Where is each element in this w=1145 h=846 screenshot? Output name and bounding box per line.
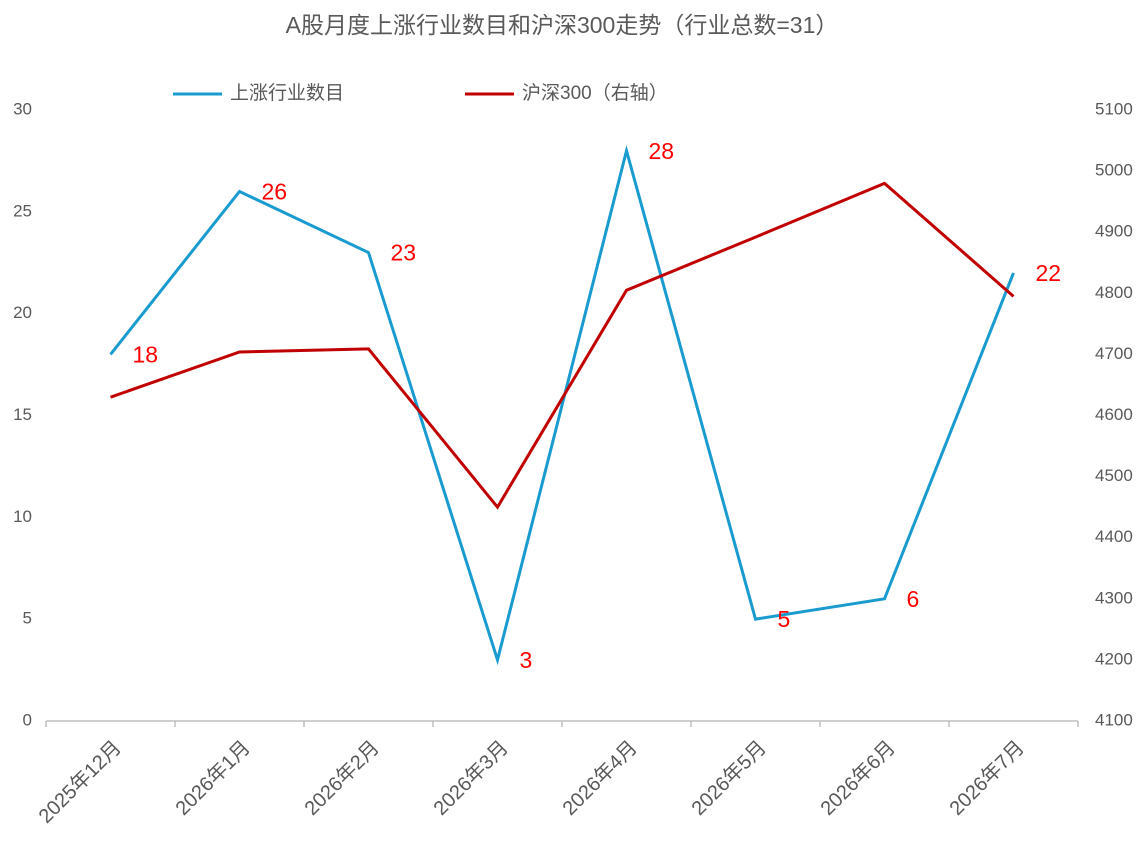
y-tick-label: 0	[23, 710, 32, 729]
data-label: 23	[391, 240, 417, 266]
y2-tick-label: 5000	[1095, 161, 1133, 180]
data-label: 26	[262, 179, 288, 205]
y2-tick-label: 4100	[1095, 710, 1133, 729]
x-tick-label: 2026年6月	[816, 736, 900, 820]
x-tick-label: 2026年3月	[429, 736, 513, 820]
y2-tick-label: 4500	[1095, 466, 1133, 485]
y2-tick-label: 4600	[1095, 405, 1133, 424]
data-label: 6	[907, 586, 920, 612]
chart-title: A股月度上涨行业数目和沪深300走势（行业总数=31）	[286, 12, 839, 38]
y2-tick-label: 4200	[1095, 649, 1133, 668]
x-tick-label: 2026年7月	[945, 736, 1029, 820]
x-tick-label: 2026年1月	[171, 736, 255, 820]
x-tick-label: 2025年12月	[34, 736, 126, 828]
legend-label: 上涨行业数目	[230, 82, 344, 104]
y2-tick-label: 4800	[1095, 283, 1133, 302]
y2-tick-label: 4900	[1095, 222, 1133, 241]
y2-tick-label: 4300	[1095, 588, 1133, 607]
y-tick-label: 15	[13, 405, 32, 424]
legend-label: 沪深300（右轴）	[522, 82, 668, 104]
x-tick-label: 2026年4月	[558, 736, 642, 820]
series-line	[110, 181, 1015, 510]
series-line	[109, 144, 1015, 666]
y-tick-label: 5	[23, 609, 32, 628]
data-label: 18	[133, 341, 159, 367]
data-label: 3	[520, 647, 533, 673]
y-tick-label: 10	[13, 507, 32, 526]
y-tick-label: 25	[13, 201, 32, 220]
data-label: 22	[1036, 260, 1062, 286]
y2-tick-label: 4400	[1095, 527, 1133, 546]
y-tick-label: 30	[13, 99, 32, 118]
data-label: 28	[649, 138, 675, 164]
y2-tick-label: 5100	[1095, 99, 1133, 118]
y-tick-label: 20	[13, 303, 32, 322]
x-tick-label: 2026年5月	[687, 736, 771, 820]
y2-tick-label: 4700	[1095, 344, 1133, 363]
x-tick-label: 2026年2月	[300, 736, 384, 820]
data-label: 5	[778, 606, 791, 632]
